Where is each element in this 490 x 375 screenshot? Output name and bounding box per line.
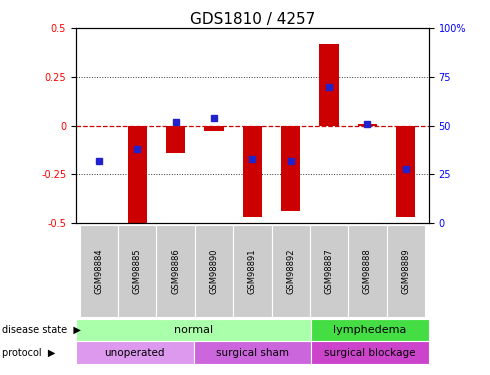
Text: normal: normal — [174, 325, 213, 335]
Text: unoperated: unoperated — [104, 348, 165, 357]
FancyBboxPatch shape — [156, 225, 195, 317]
Text: GSM98891: GSM98891 — [248, 248, 257, 294]
Bar — [76, 341, 194, 364]
Bar — [166, 126, 185, 153]
Text: GSM98892: GSM98892 — [286, 248, 295, 294]
Text: GSM98885: GSM98885 — [133, 248, 142, 294]
Bar — [243, 126, 262, 217]
Bar — [319, 44, 339, 126]
Text: lymphedema: lymphedema — [333, 325, 407, 335]
Text: GSM98886: GSM98886 — [171, 248, 180, 294]
Text: GSM98890: GSM98890 — [210, 248, 219, 294]
Text: protocol  ▶: protocol ▶ — [2, 348, 56, 357]
Text: disease state  ▶: disease state ▶ — [2, 325, 81, 335]
Bar — [194, 341, 311, 364]
Bar — [358, 124, 377, 126]
Text: GSM98887: GSM98887 — [324, 248, 334, 294]
Bar — [396, 126, 416, 217]
Text: GSM98884: GSM98884 — [95, 248, 103, 294]
FancyBboxPatch shape — [310, 225, 348, 317]
Bar — [311, 319, 429, 341]
FancyBboxPatch shape — [387, 225, 425, 317]
Bar — [281, 126, 300, 212]
Bar — [204, 126, 223, 132]
Bar — [311, 341, 429, 364]
Text: surgical sham: surgical sham — [216, 348, 289, 357]
Text: GSM98889: GSM98889 — [401, 248, 410, 294]
FancyBboxPatch shape — [195, 225, 233, 317]
FancyBboxPatch shape — [80, 225, 118, 317]
FancyBboxPatch shape — [118, 225, 156, 317]
FancyBboxPatch shape — [271, 225, 310, 317]
Text: surgical blockage: surgical blockage — [324, 348, 416, 357]
Title: GDS1810 / 4257: GDS1810 / 4257 — [190, 12, 315, 27]
Bar — [76, 319, 311, 341]
FancyBboxPatch shape — [348, 225, 387, 317]
Bar — [128, 126, 147, 223]
FancyBboxPatch shape — [233, 225, 271, 317]
Text: GSM98888: GSM98888 — [363, 248, 372, 294]
